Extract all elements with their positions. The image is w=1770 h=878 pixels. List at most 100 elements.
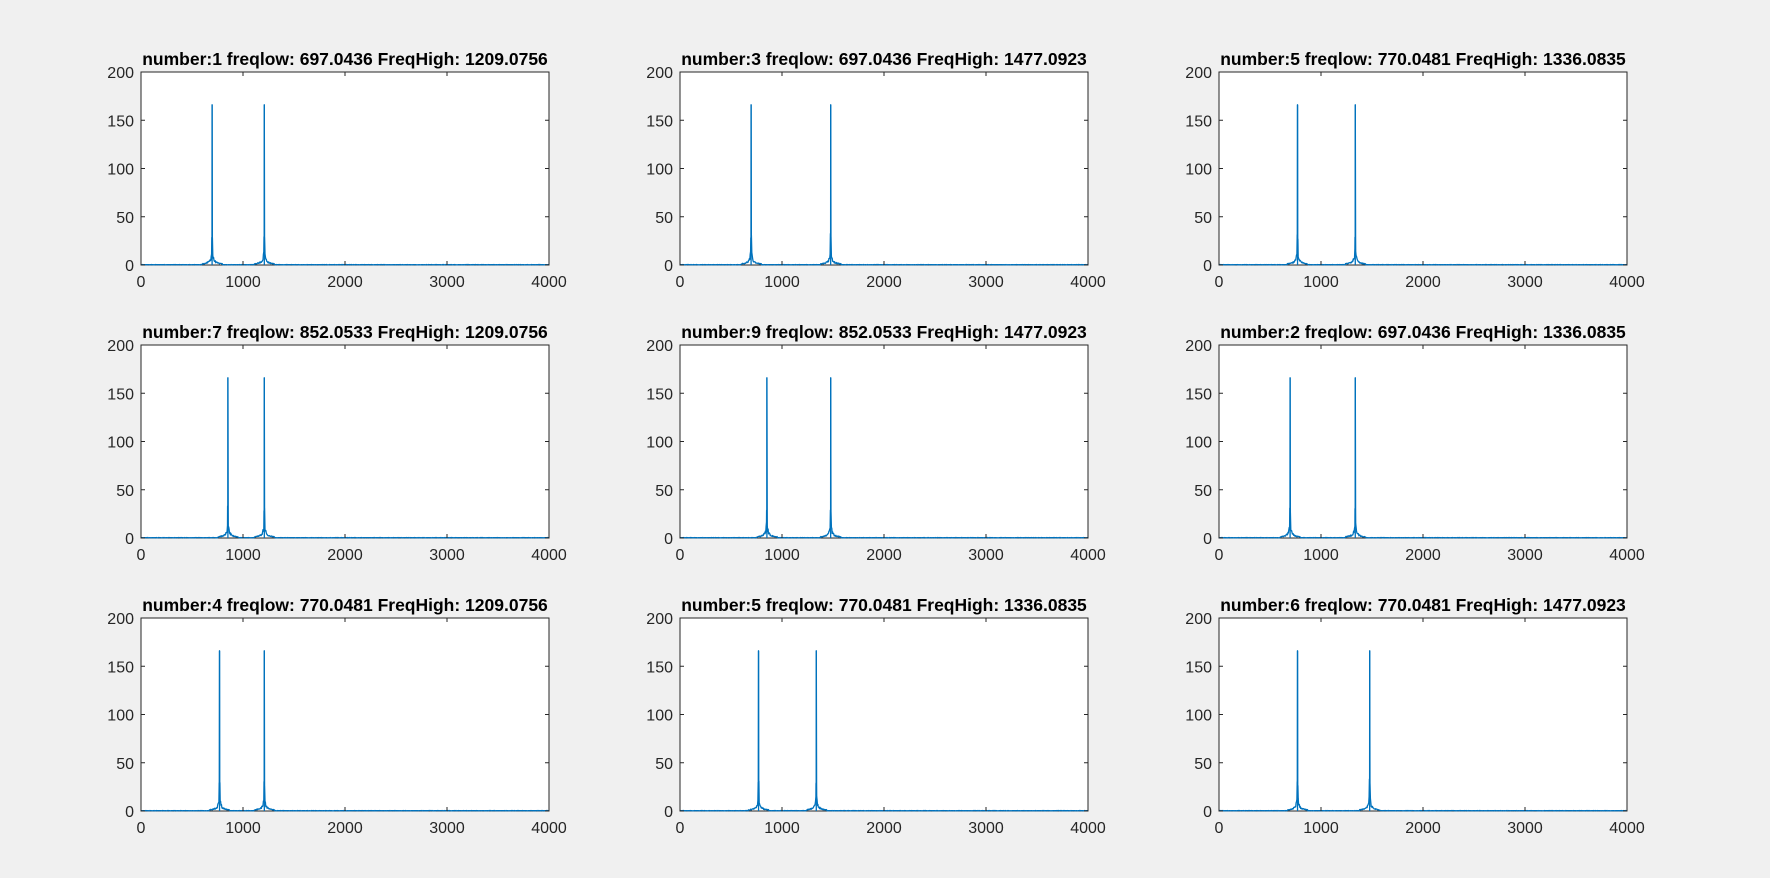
y-tick-label: 50 bbox=[655, 483, 673, 500]
axes-frame bbox=[679, 344, 1089, 539]
axes-frame bbox=[1218, 344, 1628, 539]
x-tick-label: 3000 bbox=[968, 274, 1004, 291]
axes-frame bbox=[679, 71, 1089, 266]
x-tick-label: 0 bbox=[676, 820, 685, 837]
x-tick-label: 1000 bbox=[225, 820, 261, 837]
x-tick-label: 2000 bbox=[866, 820, 902, 837]
x-tick-label: 3000 bbox=[429, 547, 465, 564]
chart-title: number:2 freqlow: 697.0436 FreqHigh: 133… bbox=[1220, 322, 1626, 342]
chart-title: number:5 freqlow: 770.0481 FreqHigh: 133… bbox=[1220, 49, 1626, 69]
y-tick-label: 100 bbox=[107, 435, 134, 452]
subplot-9: 0 1000 2000 3000 4000 0 50 100 150 200 number:6 fr… bbox=[1185, 595, 1645, 837]
x-tick-label: 2000 bbox=[327, 274, 363, 291]
x-tick-label: 1000 bbox=[1303, 547, 1339, 564]
x-tick-label: 4000 bbox=[531, 820, 567, 837]
x-tick-label: 3000 bbox=[1507, 274, 1543, 291]
x-tick-label: 3000 bbox=[1507, 820, 1543, 837]
subplot-2: 0 1000 2000 3000 4000 0 50 100 150 200 number:3 fr… bbox=[646, 49, 1106, 291]
x-tick-label: 2000 bbox=[327, 547, 363, 564]
spectrum-line bbox=[140, 377, 550, 539]
x-tick-label: 1000 bbox=[764, 820, 800, 837]
y-tick-label: 50 bbox=[1194, 483, 1212, 500]
x-tick-label: 4000 bbox=[1609, 274, 1645, 291]
x-tick-label: 0 bbox=[137, 820, 146, 837]
y-tick-label: 50 bbox=[655, 756, 673, 773]
x-tick-label: 2000 bbox=[866, 547, 902, 564]
y-tick-label: 50 bbox=[116, 210, 134, 227]
spectrum-line bbox=[1218, 650, 1628, 812]
x-tick-label: 2000 bbox=[1405, 820, 1441, 837]
subplot-6: 0 1000 2000 3000 4000 0 50 100 150 200 number:2 fr… bbox=[1185, 322, 1645, 564]
x-tick-label: 3000 bbox=[968, 547, 1004, 564]
y-tick-label: 100 bbox=[1185, 435, 1212, 452]
x-tick-label: 4000 bbox=[1070, 274, 1106, 291]
x-tick-label: 2000 bbox=[1405, 547, 1441, 564]
chart-title: number:3 freqlow: 697.0436 FreqHigh: 147… bbox=[681, 49, 1087, 69]
spectrum-line bbox=[679, 104, 1089, 266]
y-tick-label: 200 bbox=[107, 611, 134, 628]
chart-title: number:4 freqlow: 770.0481 FreqHigh: 120… bbox=[142, 595, 548, 615]
axes-frame bbox=[140, 617, 550, 812]
chart-title: number:7 freqlow: 852.0533 FreqHigh: 120… bbox=[142, 322, 548, 342]
x-tick-label: 1000 bbox=[225, 547, 261, 564]
y-tick-label: 100 bbox=[107, 708, 134, 725]
y-tick-label: 50 bbox=[1194, 756, 1212, 773]
y-tick-label: 150 bbox=[646, 659, 673, 676]
y-tick-label: 100 bbox=[107, 162, 134, 179]
x-tick-label: 3000 bbox=[429, 820, 465, 837]
y-tick-label: 100 bbox=[1185, 708, 1212, 725]
x-tick-label: 0 bbox=[1215, 274, 1224, 291]
axes-frame bbox=[140, 71, 550, 266]
y-tick-label: 200 bbox=[646, 611, 673, 628]
y-tick-label: 0 bbox=[125, 804, 134, 821]
chart-title: number:1 freqlow: 697.0436 FreqHigh: 120… bbox=[142, 49, 548, 69]
y-tick-label: 200 bbox=[107, 338, 134, 355]
x-tick-label: 0 bbox=[676, 547, 685, 564]
y-tick-label: 150 bbox=[1185, 113, 1212, 130]
chart-title: number:5 freqlow: 770.0481 FreqHigh: 133… bbox=[681, 595, 1087, 615]
x-tick-label: 4000 bbox=[1070, 547, 1106, 564]
y-tick-label: 150 bbox=[1185, 659, 1212, 676]
spectrum-line bbox=[1218, 104, 1628, 266]
x-tick-label: 4000 bbox=[531, 274, 567, 291]
x-tick-label: 0 bbox=[676, 274, 685, 291]
subplot-1: 0 1000 2000 3000 4000 0 50 100 150 200 number:1 fr… bbox=[107, 49, 567, 291]
y-tick-label: 100 bbox=[646, 162, 673, 179]
y-tick-label: 0 bbox=[1203, 258, 1212, 275]
y-tick-label: 150 bbox=[107, 113, 134, 130]
y-tick-label: 150 bbox=[646, 113, 673, 130]
subplot-4: 0 1000 2000 3000 4000 0 50 100 150 200 number:7 fr… bbox=[107, 322, 567, 564]
x-tick-label: 1000 bbox=[225, 274, 261, 291]
x-tick-label: 4000 bbox=[1609, 547, 1645, 564]
y-tick-label: 0 bbox=[664, 258, 673, 275]
x-tick-label: 1000 bbox=[1303, 274, 1339, 291]
y-tick-label: 150 bbox=[646, 386, 673, 403]
x-tick-label: 4000 bbox=[1609, 820, 1645, 837]
x-tick-label: 4000 bbox=[1070, 820, 1106, 837]
y-tick-label: 0 bbox=[1203, 531, 1212, 548]
spectrum-line bbox=[679, 650, 1089, 812]
y-tick-label: 200 bbox=[1185, 338, 1212, 355]
x-tick-label: 1000 bbox=[764, 547, 800, 564]
x-tick-label: 3000 bbox=[429, 274, 465, 291]
chart-title: number:6 freqlow: 770.0481 FreqHigh: 147… bbox=[1220, 595, 1626, 615]
y-tick-label: 0 bbox=[664, 804, 673, 821]
y-tick-label: 0 bbox=[1203, 804, 1212, 821]
axes-frame bbox=[140, 344, 550, 539]
y-tick-label: 200 bbox=[646, 65, 673, 82]
y-tick-label: 200 bbox=[646, 338, 673, 355]
y-tick-label: 0 bbox=[125, 258, 134, 275]
y-tick-label: 150 bbox=[107, 659, 134, 676]
y-tick-label: 200 bbox=[1185, 65, 1212, 82]
y-tick-label: 100 bbox=[646, 708, 673, 725]
y-tick-label: 100 bbox=[1185, 162, 1212, 179]
spectrum-line bbox=[140, 104, 550, 266]
subplot-3: 0 1000 2000 3000 4000 0 50 100 150 200 number:5 fr… bbox=[1185, 49, 1645, 291]
x-tick-label: 0 bbox=[1215, 820, 1224, 837]
y-tick-label: 100 bbox=[646, 435, 673, 452]
y-tick-label: 0 bbox=[664, 531, 673, 548]
x-tick-label: 3000 bbox=[968, 820, 1004, 837]
axes-frame bbox=[1218, 71, 1628, 266]
x-tick-label: 2000 bbox=[1405, 274, 1441, 291]
y-tick-label: 200 bbox=[107, 65, 134, 82]
